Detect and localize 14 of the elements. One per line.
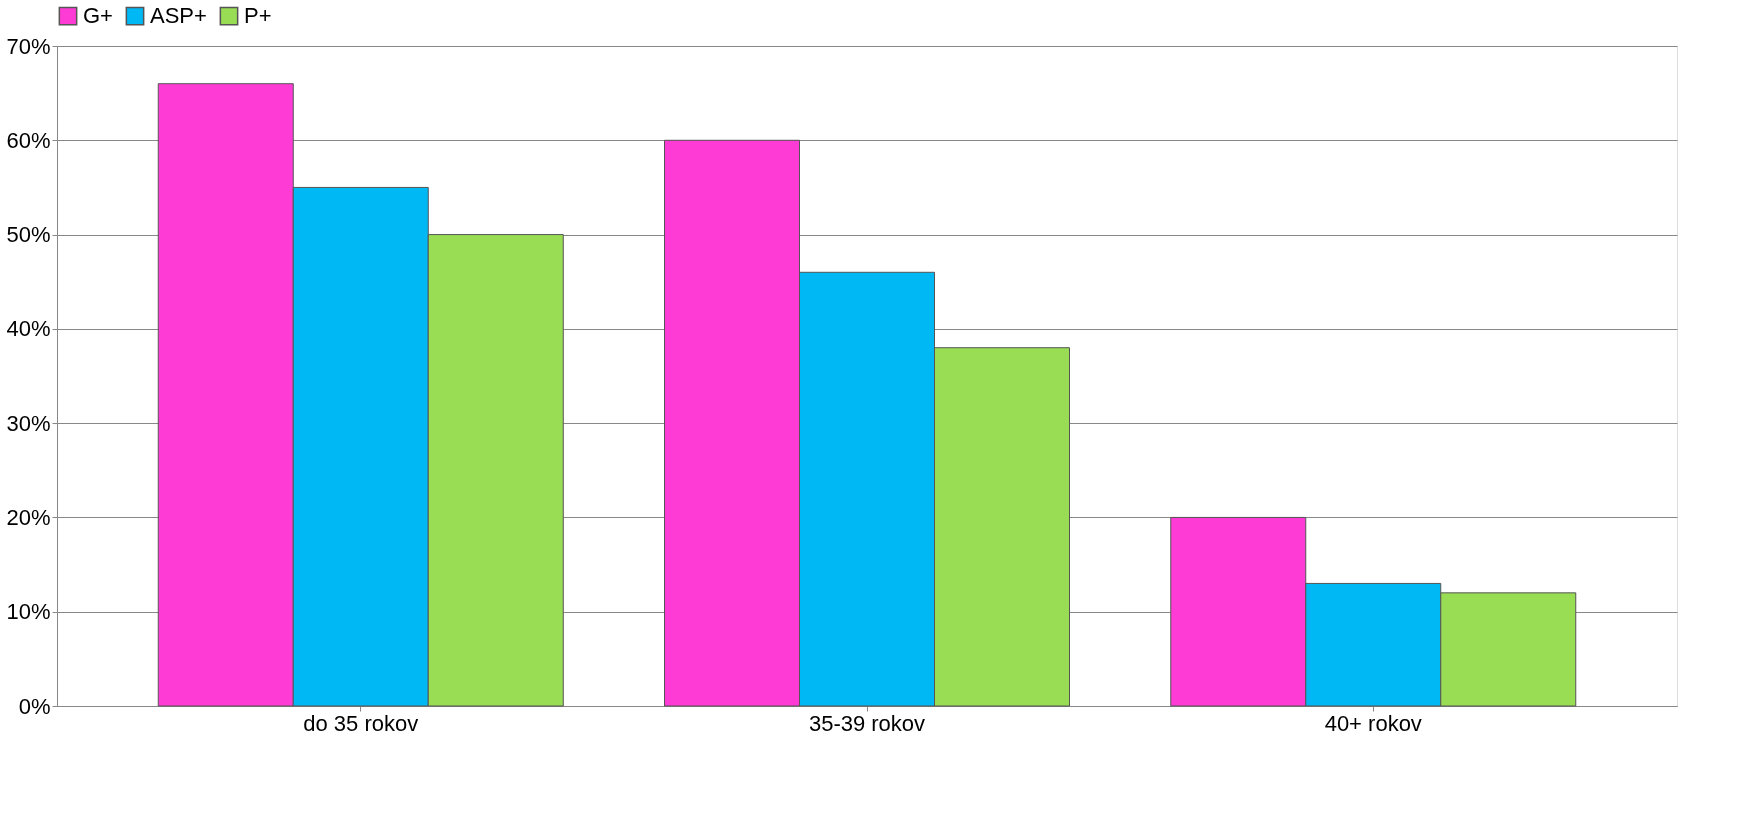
y-tick-label: 20%: [6, 504, 51, 530]
legend-label: ASP+: [150, 3, 207, 29]
y-tick-label: 50%: [6, 222, 51, 248]
y-tick-label: 10%: [6, 599, 51, 625]
legend-label: P+: [244, 3, 272, 29]
y-tick-label: 40%: [6, 316, 51, 342]
legend-label: G+: [83, 3, 113, 29]
y-tick-label: 60%: [6, 127, 51, 153]
y-tick-label: 70%: [6, 33, 51, 59]
x-tick-label: 40+ rokov: [1324, 710, 1422, 736]
y-tick-label: 30%: [6, 410, 51, 436]
x-tick-label: do 35 rokov: [303, 710, 419, 736]
x-tick-label: 35-39 rokov: [808, 710, 926, 736]
y-tick-label: 0%: [18, 693, 51, 719]
